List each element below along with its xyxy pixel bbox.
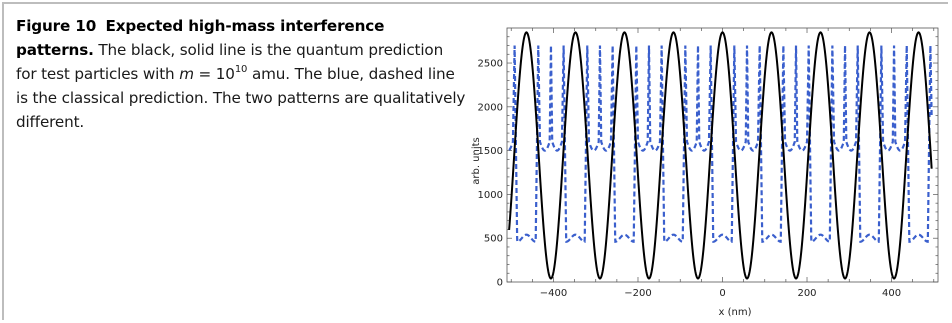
y-tick-label: 1000 — [478, 190, 503, 201]
y-tick-label: 0 — [497, 278, 503, 289]
plot-frame — [506, 27, 939, 283]
y-axis-label: arb. units — [471, 137, 482, 185]
x-tick-label: −400 — [540, 288, 567, 299]
mass-symbol: m — [179, 65, 194, 83]
mass-equation: = 1010 — [198, 63, 248, 83]
classical-series-line — [508, 45, 933, 243]
mass-equation-base: = 10 — [198, 65, 235, 83]
x-axis-label: x (nm) — [719, 307, 752, 318]
x-tick-label: 0 — [719, 288, 725, 299]
mass-exponent: 10 — [234, 63, 248, 75]
figure-title: Expected high-mass interference patterns… — [16, 17, 385, 59]
caption-text-part2: amu. The blue, dashed line is the classi… — [16, 65, 466, 131]
x-tick-label: −200 — [624, 288, 651, 299]
chart-axes: −400 −200 0 200 400 0 500 1000 1500 2000 2500 — [478, 27, 939, 299]
y-tick-label: 2500 — [478, 59, 503, 70]
figure-frame — [2, 2, 948, 320]
figure-caption: Figure 10 Expected high-mass interferenc… — [16, 14, 466, 134]
y-tick-label: 500 — [484, 234, 503, 245]
quantum-series-line — [508, 31, 933, 280]
caption-text-part1: The black, solid line is the quantum pre… — [16, 41, 444, 83]
x-tick-label: 200 — [797, 288, 816, 299]
x-tick-label: 400 — [882, 288, 901, 299]
y-tick-label: 2000 — [478, 102, 503, 113]
interference-chart: −400 −200 0 200 400 0 500 1000 1500 2000 2500 arb.… — [471, 27, 939, 318]
figure-label: Figure 10 — [16, 17, 97, 35]
chart-series-layer — [508, 31, 933, 280]
y-tick-label: 1500 — [478, 146, 503, 157]
